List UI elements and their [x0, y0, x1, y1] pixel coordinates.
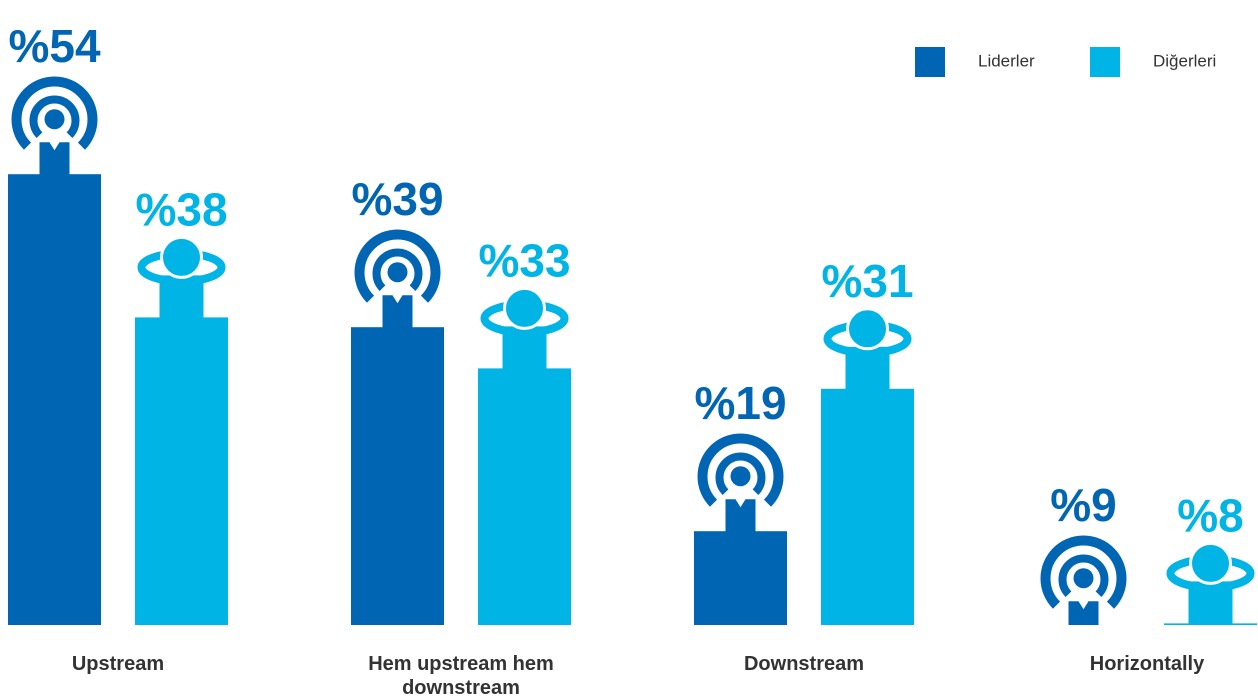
legend-label: Diğerleri — [1153, 51, 1216, 70]
icon-body — [725, 499, 756, 533]
icon-head — [44, 109, 65, 130]
icon-head — [730, 466, 751, 487]
icon-arc — [354, 229, 441, 303]
icon-body — [1068, 601, 1099, 625]
value-label: %38 — [135, 183, 227, 235]
icon-arc — [11, 76, 98, 150]
bar — [351, 327, 444, 625]
bar-group — [1040, 535, 1127, 625]
value-label: %54 — [8, 20, 100, 72]
icon-arc — [697, 433, 784, 507]
icon-body — [39, 142, 70, 176]
category-label: Horizontally — [1089, 653, 1205, 675]
icon-head — [387, 262, 408, 283]
icon-ring — [29, 95, 80, 138]
bar-group — [821, 307, 914, 625]
icon-head — [1073, 568, 1094, 589]
icon-ring — [372, 248, 423, 291]
value-label: %33 — [478, 234, 570, 286]
value-label: %8 — [1177, 489, 1243, 541]
bar-group — [351, 229, 444, 625]
icon-ring — [715, 452, 766, 495]
value-label: %19 — [694, 377, 786, 429]
icon-ring — [1058, 554, 1109, 597]
bar — [821, 388, 914, 625]
bar-group — [8, 76, 101, 625]
value-label: %9 — [1050, 479, 1116, 531]
value-label: %39 — [351, 173, 443, 225]
bar — [478, 368, 571, 625]
category-label: Upstream — [71, 653, 165, 675]
bar — [135, 317, 228, 625]
bar-group — [694, 433, 787, 625]
bar-group — [1164, 541, 1257, 625]
category-label: Hem upstream hem downstream — [368, 653, 554, 699]
icon-arc — [1040, 535, 1127, 609]
bar — [8, 174, 101, 625]
icon-body — [502, 326, 547, 370]
value-label: %31 — [821, 255, 913, 307]
icon-head — [1189, 541, 1232, 585]
icon-head — [846, 307, 889, 351]
legend-label: Liderler — [978, 51, 1035, 70]
legend-swatch — [915, 47, 945, 77]
bar — [694, 531, 787, 625]
icon-body — [159, 275, 204, 319]
icon-body — [1188, 581, 1233, 625]
bar-group — [135, 235, 228, 625]
icon-head — [503, 286, 546, 330]
icon-body — [845, 346, 890, 390]
legend-swatch — [1090, 47, 1120, 77]
bar-group — [478, 286, 571, 625]
icon-head — [160, 235, 203, 279]
category-label: Downstream — [743, 653, 865, 675]
icon-body — [382, 295, 413, 329]
